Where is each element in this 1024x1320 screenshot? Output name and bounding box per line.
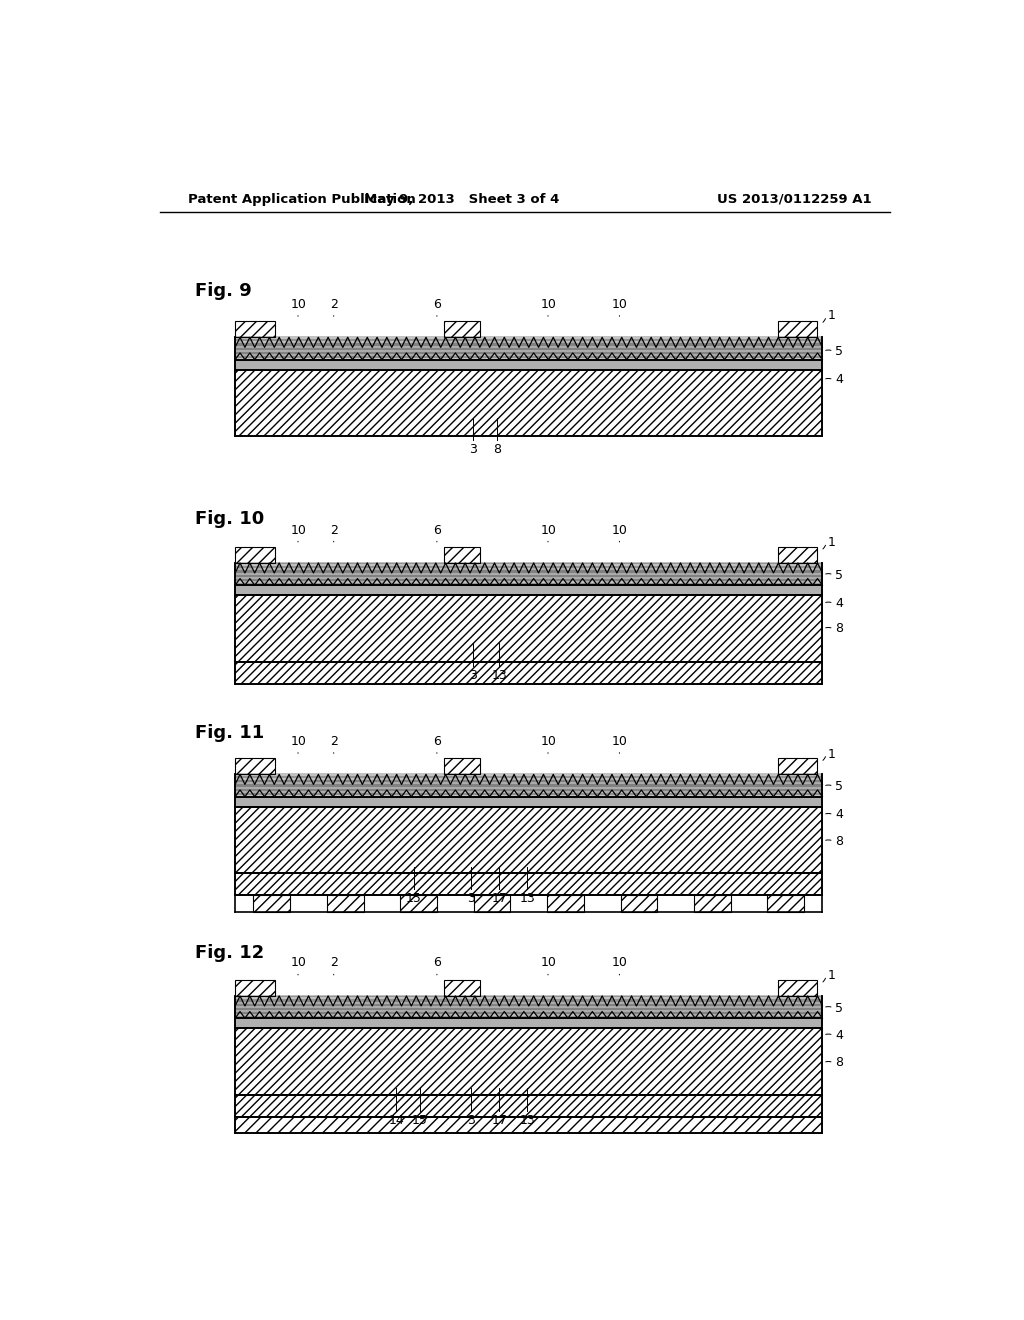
Text: 8: 8 bbox=[836, 836, 843, 847]
Polygon shape bbox=[443, 758, 480, 775]
Polygon shape bbox=[236, 321, 275, 338]
Text: 10: 10 bbox=[291, 735, 306, 748]
Text: 5: 5 bbox=[836, 345, 843, 358]
Text: 6: 6 bbox=[433, 524, 441, 536]
Text: Fig. 9: Fig. 9 bbox=[196, 281, 252, 300]
Text: 4: 4 bbox=[836, 808, 843, 821]
Polygon shape bbox=[236, 370, 822, 436]
Polygon shape bbox=[778, 546, 816, 562]
Polygon shape bbox=[236, 1094, 822, 1117]
Text: 10: 10 bbox=[612, 735, 628, 748]
Text: 6: 6 bbox=[433, 957, 441, 969]
Text: 17: 17 bbox=[492, 892, 507, 906]
Polygon shape bbox=[236, 661, 822, 684]
Text: Fig. 10: Fig. 10 bbox=[196, 511, 265, 528]
Polygon shape bbox=[236, 562, 822, 585]
Text: 4: 4 bbox=[836, 374, 843, 387]
Text: 5: 5 bbox=[836, 780, 843, 793]
Polygon shape bbox=[443, 321, 480, 338]
Text: 3: 3 bbox=[469, 669, 477, 681]
Text: 1: 1 bbox=[828, 747, 836, 760]
Text: 6: 6 bbox=[433, 298, 441, 312]
Polygon shape bbox=[236, 338, 822, 359]
Polygon shape bbox=[236, 807, 822, 873]
Text: 2: 2 bbox=[331, 298, 338, 312]
Text: 1: 1 bbox=[828, 969, 836, 982]
Text: Fig. 12: Fig. 12 bbox=[196, 944, 265, 962]
Text: 10: 10 bbox=[541, 735, 557, 748]
Text: 10: 10 bbox=[612, 957, 628, 969]
Text: 5: 5 bbox=[836, 569, 843, 582]
Text: 13: 13 bbox=[519, 892, 536, 906]
Text: 4: 4 bbox=[836, 597, 843, 610]
Text: 10: 10 bbox=[541, 957, 557, 969]
Text: 8: 8 bbox=[836, 623, 843, 635]
Polygon shape bbox=[694, 895, 731, 912]
Polygon shape bbox=[400, 895, 437, 912]
Text: 10: 10 bbox=[612, 524, 628, 536]
Polygon shape bbox=[778, 979, 816, 995]
Text: 3: 3 bbox=[469, 444, 477, 455]
Polygon shape bbox=[236, 1117, 822, 1133]
Text: 10: 10 bbox=[541, 524, 557, 536]
Text: 4: 4 bbox=[836, 1030, 843, 1041]
Text: 15: 15 bbox=[406, 892, 422, 906]
Text: 10: 10 bbox=[541, 298, 557, 312]
Text: 10: 10 bbox=[291, 957, 306, 969]
Polygon shape bbox=[236, 546, 275, 562]
Text: Patent Application Publication: Patent Application Publication bbox=[187, 193, 416, 206]
Polygon shape bbox=[236, 359, 822, 370]
Polygon shape bbox=[778, 758, 816, 775]
Polygon shape bbox=[236, 595, 822, 661]
Polygon shape bbox=[236, 758, 275, 775]
Text: 2: 2 bbox=[331, 735, 338, 748]
Text: US 2013/0112259 A1: US 2013/0112259 A1 bbox=[717, 193, 872, 206]
Text: 5: 5 bbox=[836, 1002, 843, 1015]
Polygon shape bbox=[236, 585, 822, 595]
Text: 10: 10 bbox=[291, 298, 306, 312]
Polygon shape bbox=[236, 995, 822, 1018]
Polygon shape bbox=[443, 979, 480, 995]
Text: May 9, 2013   Sheet 3 of 4: May 9, 2013 Sheet 3 of 4 bbox=[364, 193, 559, 206]
Polygon shape bbox=[236, 775, 822, 797]
Text: 13: 13 bbox=[519, 1114, 536, 1127]
Polygon shape bbox=[236, 873, 822, 895]
Polygon shape bbox=[767, 895, 804, 912]
Polygon shape bbox=[443, 546, 480, 562]
Polygon shape bbox=[236, 1028, 822, 1094]
Text: 2: 2 bbox=[331, 524, 338, 536]
Text: Fig. 11: Fig. 11 bbox=[196, 723, 265, 742]
Text: 17: 17 bbox=[492, 1114, 507, 1127]
Text: 13: 13 bbox=[492, 669, 507, 681]
Polygon shape bbox=[474, 895, 510, 912]
Text: 3: 3 bbox=[467, 892, 475, 906]
Polygon shape bbox=[236, 797, 822, 807]
Text: 10: 10 bbox=[291, 524, 306, 536]
Polygon shape bbox=[327, 895, 364, 912]
Text: 8: 8 bbox=[493, 444, 501, 455]
Polygon shape bbox=[254, 895, 290, 912]
Polygon shape bbox=[778, 321, 816, 338]
Text: 10: 10 bbox=[612, 298, 628, 312]
Text: 15: 15 bbox=[412, 1114, 428, 1127]
Text: 1: 1 bbox=[828, 536, 836, 549]
Polygon shape bbox=[621, 895, 657, 912]
Text: 6: 6 bbox=[433, 735, 441, 748]
Text: 2: 2 bbox=[331, 957, 338, 969]
Text: 3: 3 bbox=[467, 1114, 475, 1127]
Text: 14: 14 bbox=[388, 1114, 404, 1127]
Text: 1: 1 bbox=[828, 309, 836, 322]
Text: 8: 8 bbox=[836, 1056, 843, 1069]
Polygon shape bbox=[547, 895, 584, 912]
Polygon shape bbox=[236, 1018, 822, 1028]
Polygon shape bbox=[236, 979, 275, 995]
